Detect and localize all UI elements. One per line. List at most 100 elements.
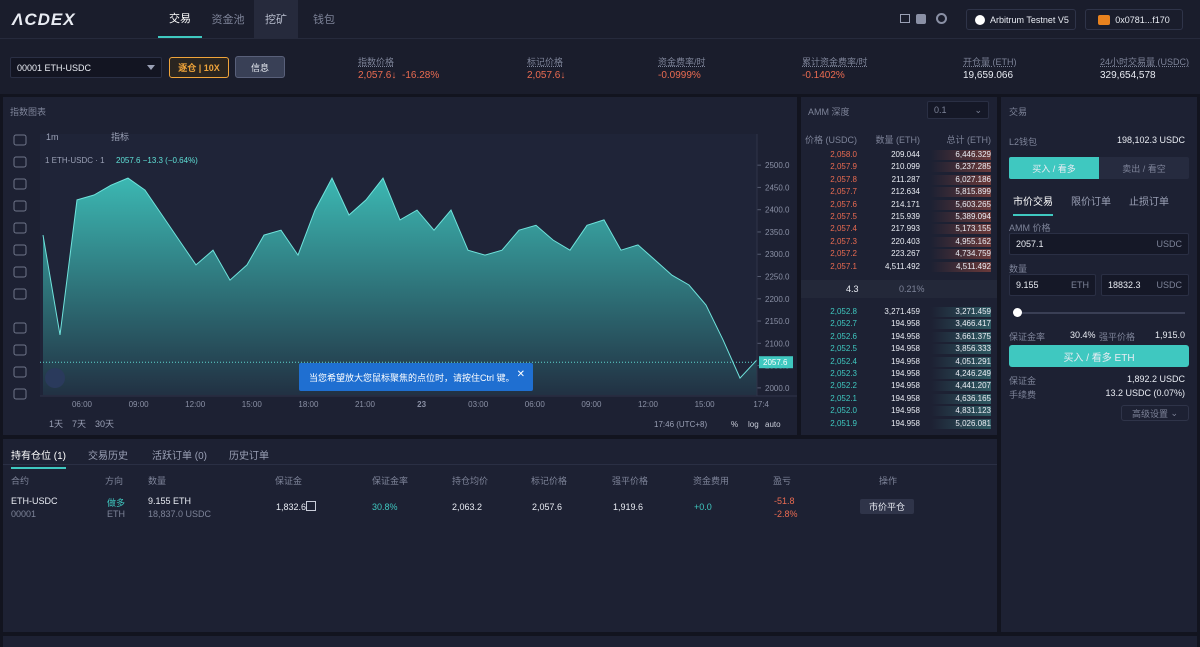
cell: 6,237.285 bbox=[955, 162, 991, 172]
table-cell: 1,832.6 bbox=[276, 502, 307, 512]
table-header: 方向 bbox=[105, 476, 124, 486]
advanced-button[interactable]: 高级设置 ⌄ bbox=[1121, 405, 1189, 421]
tool-icon bbox=[13, 366, 27, 378]
cell: 2,052.6 bbox=[830, 331, 857, 341]
positions-panel: 持有仓位 (1) 交易历史 活跃订单 (0) 历史订单 合约 方向 数量 保证金 保证金率 持仓… bbox=[3, 439, 997, 632]
table-header: 保证金 bbox=[275, 476, 303, 486]
range-button: 1天 bbox=[49, 419, 63, 429]
interval: 1m bbox=[46, 132, 59, 142]
depth-bar bbox=[931, 393, 991, 404]
submit-button[interactable]: 买入 / 看多 ETH bbox=[1009, 345, 1189, 367]
depth-bar bbox=[931, 187, 991, 198]
footer bbox=[3, 636, 1197, 647]
buy-tab[interactable]: 买入 / 看多 bbox=[1009, 157, 1099, 179]
info-button[interactable]: 信息 bbox=[235, 56, 285, 78]
icon[interactable] bbox=[900, 14, 910, 23]
y-tick-label: 2450.0 bbox=[765, 183, 790, 192]
step-select[interactable]: 0.1 ⌄ bbox=[927, 101, 989, 119]
divider bbox=[3, 464, 997, 465]
unit: USDC bbox=[1156, 280, 1182, 290]
column-header: 数量 (ETH) bbox=[875, 135, 921, 145]
table-cell: ETH bbox=[107, 509, 125, 519]
stat-value: 19,659.066 bbox=[963, 70, 1014, 81]
market-select[interactable]: 00001 ETH-USDC bbox=[10, 57, 162, 78]
amount-usdc-input[interactable]: 18832.3 USDC bbox=[1101, 274, 1189, 296]
cell: 6,027.186 bbox=[955, 174, 991, 184]
y-tick-label: 2100.0 bbox=[765, 339, 790, 348]
y-tick-label: 2000.0 bbox=[765, 384, 790, 393]
orderbook-panel: AMM 深度 0.1 ⌄ 价格 (USDC) 数量 (ETH) 总计 (ETH) 2,0… bbox=[801, 97, 997, 435]
cell: 194.958 bbox=[891, 319, 920, 329]
settings-icon[interactable] bbox=[936, 13, 947, 24]
tooltip: 当您希望放大您鼠标聚焦的点位时，请按住Ctrl 键。 ✕ bbox=[299, 363, 533, 391]
slider-handle[interactable] bbox=[1013, 308, 1022, 317]
nav-tab[interactable]: 交易 bbox=[158, 0, 202, 38]
table-header: 盈亏 bbox=[773, 476, 792, 486]
value: 9.155 bbox=[1016, 280, 1039, 290]
nav-tab[interactable]: 资金池 bbox=[211, 14, 245, 26]
y-tick-label: 2400.0 bbox=[765, 206, 790, 215]
close-button[interactable]: 市价平仓 bbox=[860, 499, 914, 514]
margin-mode[interactable]: 逐仓 | 10X bbox=[169, 57, 229, 78]
nav-tab[interactable]: 挖矿 bbox=[254, 0, 298, 38]
order-tab[interactable]: 限价订单 bbox=[1071, 197, 1111, 208]
cell: 5,815.899 bbox=[955, 187, 991, 197]
cell: 194.958 bbox=[891, 369, 920, 378]
icon[interactable] bbox=[916, 14, 926, 24]
cell: 3,466.417 bbox=[955, 319, 991, 329]
advanced: 高级设置 bbox=[1131, 408, 1168, 419]
cell: 2,057.1 bbox=[830, 261, 857, 271]
label: 手续费 bbox=[1009, 390, 1037, 400]
x-tick-label: 23 bbox=[417, 400, 426, 409]
network-icon bbox=[975, 14, 985, 25]
tooltip-text: 当您希望放大您鼠标聚焦的点位时，请按住Ctrl 键。 bbox=[309, 372, 515, 383]
cell: 4,511.492 bbox=[956, 261, 991, 271]
x-tick-label: 15:00 bbox=[242, 400, 263, 409]
position-tab[interactable]: 交易历史 bbox=[88, 451, 128, 462]
step: 0.1 bbox=[934, 105, 947, 115]
position-tab[interactable]: 活跃订单 (0) bbox=[152, 451, 207, 462]
label: 强平价格 bbox=[1099, 332, 1136, 342]
amount-input[interactable]: 9.155 ETH bbox=[1009, 274, 1096, 296]
cell: 3,856.333 bbox=[955, 344, 991, 354]
stat-value: -0.0999% bbox=[658, 70, 701, 81]
wallet-button[interactable]: 0x0781...f170 bbox=[1085, 9, 1183, 30]
table-header: 合约 bbox=[11, 476, 30, 486]
nav-tab[interactable]: 钱包 bbox=[313, 14, 335, 26]
position-tab[interactable]: 历史订单 bbox=[229, 451, 269, 462]
order-tab[interactable]: 止损订单 bbox=[1129, 197, 1169, 208]
tool-icon bbox=[13, 322, 27, 334]
sell-tab[interactable]: 卖出 / 看空 bbox=[1099, 157, 1189, 179]
cell: 223.267 bbox=[891, 249, 920, 259]
table-cell: 9.155 ETH bbox=[148, 496, 192, 506]
spread: 4.3 bbox=[846, 284, 859, 294]
add-margin-icon[interactable] bbox=[306, 501, 316, 511]
tool-icon bbox=[13, 200, 27, 212]
table-header: 持仓均价 bbox=[452, 476, 489, 486]
table-header: 数量 bbox=[148, 476, 167, 486]
depth-bar bbox=[931, 331, 991, 342]
cell: 194.958 bbox=[891, 406, 920, 416]
close-icon[interactable]: ✕ bbox=[516, 369, 525, 380]
x-tick-label: 12:00 bbox=[185, 400, 206, 409]
order-tab[interactable]: 市价交易 bbox=[1013, 193, 1053, 216]
range-button: 7天 bbox=[72, 419, 86, 429]
cell: 4,441.207 bbox=[955, 381, 991, 391]
depth-bar bbox=[931, 212, 991, 222]
cell: 217.993 bbox=[891, 224, 920, 234]
stat-label: 累计资金费率/时 bbox=[802, 57, 868, 67]
unit: ETH bbox=[1071, 280, 1089, 290]
price-input[interactable]: 2057.1 USDC bbox=[1009, 233, 1189, 255]
cell: 194.958 bbox=[891, 356, 920, 366]
network: Arbitrum Testnet V5 bbox=[990, 14, 1069, 25]
logo[interactable]: ΛCDEX bbox=[12, 10, 76, 29]
label: 保证金 bbox=[1009, 376, 1037, 386]
tool-icon bbox=[13, 388, 27, 400]
cell: 214.171 bbox=[891, 199, 920, 209]
cell: 2,057.9 bbox=[830, 162, 857, 172]
table-cell: -51.8 bbox=[774, 496, 795, 506]
network-button[interactable]: Arbitrum Testnet V5 bbox=[966, 9, 1076, 30]
position-tab[interactable]: 持有仓位 (1) bbox=[11, 447, 66, 469]
cell: 2,058.0 bbox=[830, 150, 857, 159]
stat-label: 指数价格 bbox=[358, 57, 395, 67]
